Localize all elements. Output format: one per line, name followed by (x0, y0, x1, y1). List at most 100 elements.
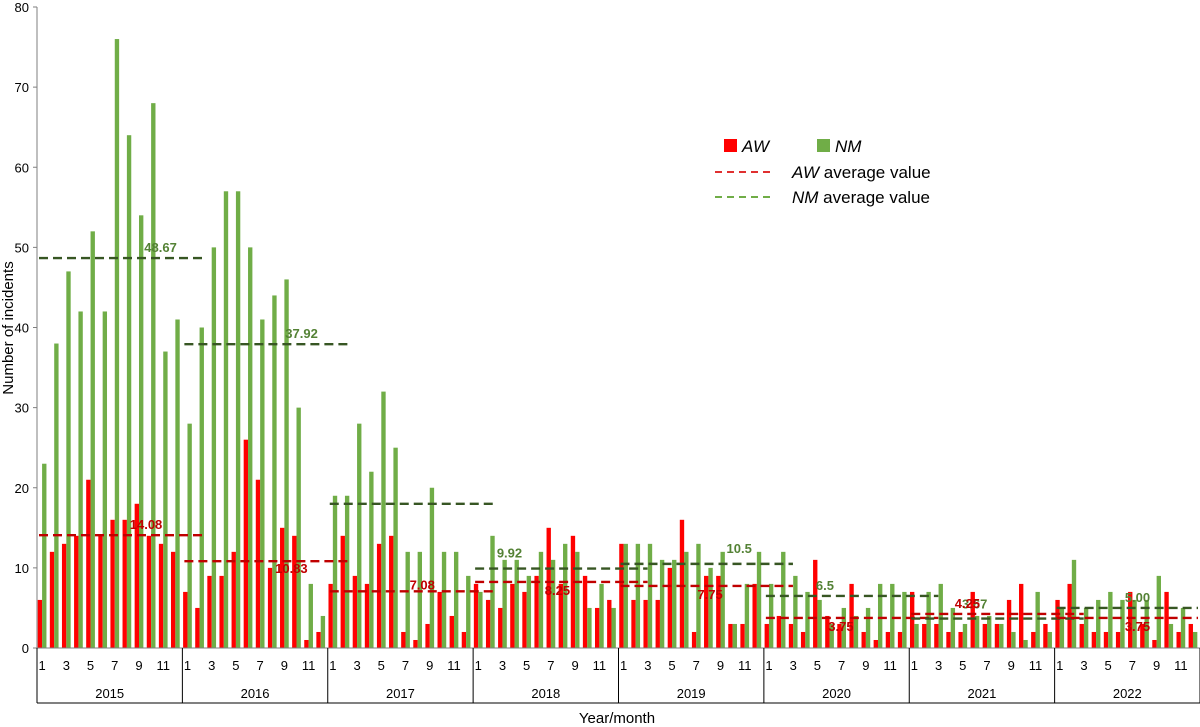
bar-nm (211, 247, 217, 648)
average-lines-layer: 48.67 14.08 37.92 10.83 7.08 9.92 8.25 10.5 7.75… (39, 240, 1198, 634)
bar-aw (437, 591, 442, 648)
y-tick-label: 70 (15, 80, 29, 95)
bar-aw (909, 591, 915, 648)
bar-aw (946, 631, 951, 648)
bar-nm (357, 423, 362, 648)
bar-nm (139, 215, 144, 648)
bar-nm (756, 551, 762, 648)
month-tick-label: 3 (1080, 658, 1087, 673)
bar-nm (744, 583, 750, 648)
bar-aw (146, 535, 152, 648)
month-tick-label: 5 (87, 658, 94, 673)
bar-nm (1096, 599, 1101, 648)
nm-average-value-label: 9.92 (497, 546, 522, 561)
bar-nm (417, 551, 423, 648)
month-tick-label: 9 (862, 658, 869, 673)
bar-nm (1023, 639, 1028, 648)
bar-nm (950, 607, 956, 648)
bar-aw (594, 607, 600, 648)
legend: AW NM AW average value NM average value (715, 137, 931, 207)
bar-nm (466, 575, 471, 648)
bar-aw (1006, 599, 1012, 648)
month-tick-label: 5 (959, 658, 966, 673)
month-tick-label: 1 (38, 658, 45, 673)
bar-aw (1140, 623, 1145, 648)
bar-nm (538, 551, 544, 648)
bar-aw (243, 439, 249, 648)
aw-average-value-label: 3.75 (1125, 619, 1150, 634)
month-tick-label: 7 (547, 658, 554, 673)
bar-nm (1180, 607, 1186, 648)
bar-nm (817, 599, 822, 648)
bar-aw (134, 503, 140, 648)
nm-average-value-label: 48.67 (144, 240, 177, 255)
bar-aw (340, 535, 345, 648)
bar-aw (1031, 631, 1036, 648)
bar-nm (235, 191, 241, 648)
bar-nm (405, 551, 410, 648)
year-label: 2016 (241, 686, 270, 701)
bar-nm (163, 351, 168, 648)
bar-aw (1176, 631, 1181, 648)
bar-nm (611, 607, 616, 648)
bar-nm (381, 391, 386, 648)
bar-nm (441, 551, 447, 648)
bar-aw (1128, 591, 1133, 648)
bar-aw (546, 527, 551, 648)
y-tick-label: 40 (15, 321, 29, 336)
month-tick-label: 7 (693, 658, 700, 673)
bar-aw (582, 575, 588, 648)
bar-aw (873, 639, 878, 648)
year-label: 2015 (95, 686, 124, 701)
axes-layer (36, 7, 1200, 649)
bar-nm (865, 607, 871, 648)
month-tick-label: 1 (1056, 658, 1063, 673)
bar-aw (328, 583, 333, 648)
month-tick-label: 9 (572, 658, 579, 673)
month-tick-label: 9 (426, 658, 433, 673)
bar-aw (788, 623, 794, 648)
bar-nm (1168, 623, 1174, 648)
bar-nm (672, 559, 677, 648)
bar-aw (110, 519, 115, 648)
y-tick-label: 10 (15, 561, 29, 576)
bar-aw (704, 575, 709, 648)
y-ticks-layer: 0 10 20 30 40 50 60 70 80 (15, 0, 37, 656)
bar-aw (364, 583, 370, 648)
bar-nm (793, 575, 798, 648)
month-tick-label: 11 (738, 658, 752, 673)
bar-nm (1120, 599, 1125, 648)
bar-aw (267, 567, 273, 648)
bar-nm (1192, 631, 1198, 648)
bar-aw (752, 583, 757, 648)
bar-nm (902, 591, 907, 648)
y-tick-label: 30 (15, 401, 29, 416)
month-tick-label: 9 (717, 658, 724, 673)
legend-aw-swatch (724, 139, 737, 152)
month-tick-label: 9 (281, 658, 288, 673)
bar-aw (280, 527, 285, 648)
month-tick-label: 3 (935, 658, 942, 673)
bar-nm (369, 471, 374, 648)
bar-nm (114, 39, 120, 649)
month-tick-label: 1 (475, 658, 482, 673)
aw-average-value-label: 8.25 (545, 583, 570, 598)
bar-nm (1132, 599, 1137, 648)
legend-aw-label: AW (741, 137, 771, 156)
bar-aw (716, 575, 721, 648)
bar-aw (304, 639, 309, 648)
month-tick-label: 3 (353, 658, 360, 673)
bar-nm (1071, 559, 1077, 648)
bar-aw (679, 519, 685, 648)
month-tick-label: 5 (378, 658, 385, 673)
bar-aw (764, 623, 769, 648)
bar-nm (320, 615, 326, 648)
month-tick-label: 5 (232, 658, 239, 673)
nm-average-value-label: 10.5 (727, 541, 752, 556)
legend-aw-average-label: AW average value (791, 163, 931, 182)
bar-aw (292, 535, 297, 648)
month-tick-label: 11 (1174, 658, 1188, 673)
bar-aw (449, 615, 454, 648)
y-tick-label: 20 (15, 481, 29, 496)
